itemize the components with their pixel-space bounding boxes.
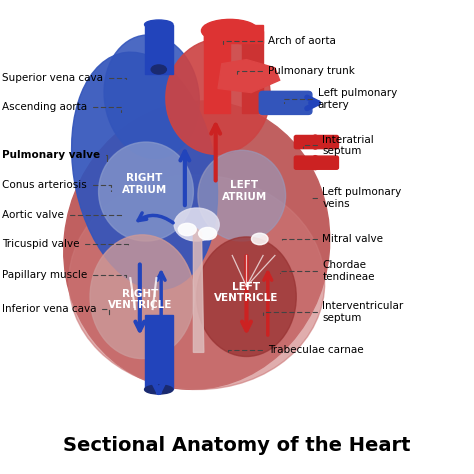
Text: Papillary muscle: Papillary muscle [2, 270, 126, 280]
Text: RIGHT
VENTRICLE: RIGHT VENTRICLE [108, 289, 172, 310]
Ellipse shape [251, 233, 268, 245]
Text: Superior vena cava: Superior vena cava [2, 73, 126, 83]
Ellipse shape [145, 385, 173, 394]
Text: Chordae
tendineae: Chordae tendineae [280, 260, 375, 282]
Text: Interventricular
septum: Interventricular septum [263, 301, 403, 323]
Text: Tricuspid valve: Tricuspid valve [2, 239, 128, 249]
Text: Pulmonary trunk: Pulmonary trunk [237, 66, 355, 76]
Ellipse shape [178, 223, 196, 236]
Text: Sectional Anatomy of the Heart: Sectional Anatomy of the Heart [63, 437, 411, 456]
FancyBboxPatch shape [294, 136, 338, 149]
Bar [204, 25, 263, 43]
Text: Aortic valve: Aortic valve [2, 210, 121, 220]
Ellipse shape [197, 237, 296, 356]
Text: Left pulmonary
veins: Left pulmonary veins [310, 187, 401, 209]
Text: Ascending aorta: Ascending aorta [2, 102, 121, 112]
Ellipse shape [201, 19, 258, 42]
Text: Trabeculae carnae: Trabeculae carnae [228, 346, 364, 356]
Ellipse shape [90, 235, 194, 358]
Bar [204, 31, 230, 113]
Polygon shape [193, 228, 204, 352]
Bar [145, 315, 173, 390]
Ellipse shape [151, 65, 166, 74]
Text: Conus arteriosis: Conus arteriosis [2, 181, 111, 191]
Ellipse shape [166, 39, 270, 155]
Text: RIGHT
ATRIUM: RIGHT ATRIUM [122, 173, 167, 195]
Ellipse shape [64, 101, 330, 389]
Text: Pulmonary valve: Pulmonary valve [2, 150, 107, 161]
FancyBboxPatch shape [294, 156, 338, 169]
Polygon shape [218, 60, 280, 92]
Ellipse shape [199, 228, 217, 240]
Text: LEFT
ATRIUM: LEFT ATRIUM [221, 180, 267, 201]
Bar [242, 31, 263, 113]
FancyBboxPatch shape [259, 91, 312, 114]
Text: Left pulmonary
artery: Left pulmonary artery [284, 88, 397, 109]
Text: LEFT
VENTRICLE: LEFT VENTRICLE [214, 282, 279, 303]
Text: Arch of aorta: Arch of aorta [223, 36, 336, 46]
Ellipse shape [72, 52, 218, 290]
Ellipse shape [99, 142, 193, 241]
Ellipse shape [104, 35, 199, 158]
Ellipse shape [174, 208, 219, 241]
Text: Mitral valve: Mitral valve [282, 234, 383, 244]
Ellipse shape [198, 150, 285, 241]
Ellipse shape [145, 20, 173, 29]
Text: Interatrial
septum: Interatrial septum [303, 135, 374, 156]
Ellipse shape [69, 175, 325, 390]
Bar [145, 25, 173, 74]
Text: Inferior vena cava: Inferior vena cava [2, 304, 109, 315]
